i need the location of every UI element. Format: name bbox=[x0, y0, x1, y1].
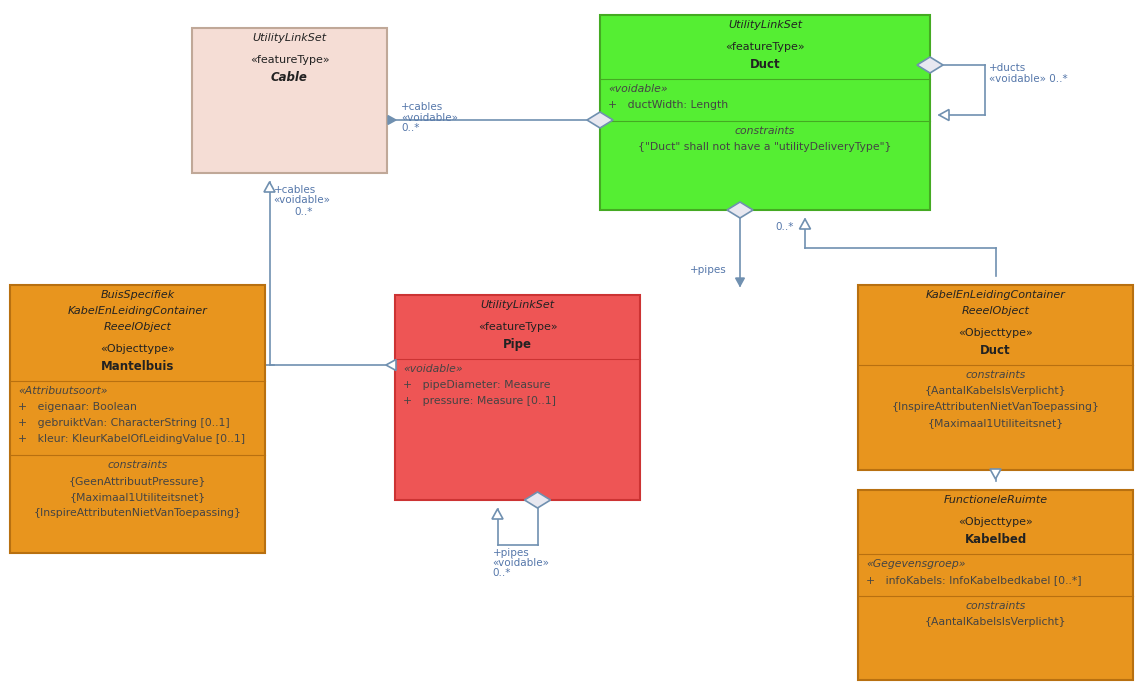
Bar bbox=[192, 28, 387, 173]
Text: KabelEnLeidingContainer: KabelEnLeidingContainer bbox=[68, 306, 208, 316]
Text: +   eigenaar: Boolean: + eigenaar: Boolean bbox=[18, 402, 137, 413]
Text: UtilityLinkSet: UtilityLinkSet bbox=[728, 20, 802, 30]
Bar bbox=[10, 285, 265, 553]
Polygon shape bbox=[492, 509, 503, 519]
Text: 0..*: 0..* bbox=[401, 123, 419, 133]
Text: +cables: +cables bbox=[401, 102, 443, 112]
Text: +ducts: +ducts bbox=[988, 63, 1026, 73]
Text: UtilityLinkSet: UtilityLinkSet bbox=[253, 33, 326, 43]
Polygon shape bbox=[990, 469, 1001, 479]
Text: +   infoKabels: InfoKabelbedkabel [0..*]: + infoKabels: InfoKabelbedkabel [0..*] bbox=[866, 576, 1081, 585]
Text: +   pressure: Measure [0..1]: + pressure: Measure [0..1] bbox=[403, 397, 556, 406]
Text: «Objecttype»: «Objecttype» bbox=[959, 518, 1033, 527]
Text: UtilityLinkSet: UtilityLinkSet bbox=[480, 300, 554, 310]
Text: {GeenAttribuutPressure}: {GeenAttribuutPressure} bbox=[69, 476, 207, 486]
Text: constraints: constraints bbox=[108, 460, 168, 471]
Polygon shape bbox=[736, 278, 744, 286]
Text: «voidable»: «voidable» bbox=[273, 195, 331, 205]
Text: +cables: +cables bbox=[273, 185, 316, 195]
Text: constraints: constraints bbox=[735, 126, 796, 136]
Text: BuisSpecifiek: BuisSpecifiek bbox=[100, 290, 174, 300]
Text: «voidable»: «voidable» bbox=[492, 558, 550, 568]
Text: +pipes: +pipes bbox=[690, 265, 727, 275]
Text: {AantalKabelsIsVerplicht}: {AantalKabelsIsVerplicht} bbox=[925, 617, 1066, 627]
Text: «featureType»: «featureType» bbox=[726, 42, 805, 53]
Bar bbox=[600, 15, 930, 210]
Text: Cable: Cable bbox=[271, 71, 308, 84]
Text: Duct: Duct bbox=[980, 344, 1010, 357]
Text: {"Duct" shall not have a "utilityDeliveryType"}: {"Duct" shall not have a "utilityDeliver… bbox=[638, 142, 892, 153]
Polygon shape bbox=[386, 359, 396, 370]
Text: 0..*: 0..* bbox=[295, 207, 313, 217]
Text: +   pipeDiameter: Measure: + pipeDiameter: Measure bbox=[403, 381, 551, 390]
Text: constraints: constraints bbox=[965, 370, 1025, 381]
Polygon shape bbox=[587, 112, 613, 128]
Text: {InspireAttributenNietVanToepassing}: {InspireAttributenNietVanToepassing} bbox=[892, 402, 1100, 413]
Text: {Maximaal1Utiliteitsnet}: {Maximaal1Utiliteitsnet} bbox=[928, 418, 1063, 428]
Bar bbox=[858, 285, 1133, 470]
Text: Kabelbed: Kabelbed bbox=[964, 533, 1026, 547]
Text: «Objecttype»: «Objecttype» bbox=[959, 328, 1033, 339]
Text: +pipes: +pipes bbox=[492, 548, 529, 558]
Text: 0..*: 0..* bbox=[775, 222, 793, 232]
Text: +   gebruiktVan: CharacterString [0..1]: + gebruiktVan: CharacterString [0..1] bbox=[18, 418, 230, 428]
Text: «featureType»: «featureType» bbox=[249, 55, 329, 66]
Text: ReeelObject: ReeelObject bbox=[103, 322, 171, 332]
Text: «voidable»: «voidable» bbox=[401, 113, 458, 123]
Text: Duct: Duct bbox=[750, 59, 781, 71]
Text: Pipe: Pipe bbox=[503, 339, 532, 352]
Polygon shape bbox=[264, 182, 276, 192]
Text: Mantelbuis: Mantelbuis bbox=[101, 361, 174, 373]
Polygon shape bbox=[525, 492, 551, 508]
Text: «Objecttype»: «Objecttype» bbox=[100, 344, 174, 354]
Text: «voidable» 0..*: «voidable» 0..* bbox=[988, 74, 1068, 84]
Text: {Maximaal1Utiliteitsnet}: {Maximaal1Utiliteitsnet} bbox=[69, 493, 205, 502]
Text: «Gegevensgroep»: «Gegevensgroep» bbox=[866, 560, 965, 569]
Text: KabelEnLeidingContainer: KabelEnLeidingContainer bbox=[925, 290, 1065, 300]
Text: «featureType»: «featureType» bbox=[478, 323, 557, 332]
Bar bbox=[395, 295, 639, 500]
Polygon shape bbox=[727, 202, 753, 218]
Polygon shape bbox=[917, 57, 943, 73]
Polygon shape bbox=[388, 115, 396, 124]
Text: +   kleur: KleurKabelOfLeidingValue [0..1]: + kleur: KleurKabelOfLeidingValue [0..1] bbox=[18, 435, 246, 444]
Bar bbox=[858, 490, 1133, 680]
Text: FunctioneleRuimte: FunctioneleRuimte bbox=[944, 495, 1048, 505]
Polygon shape bbox=[799, 219, 810, 229]
Text: +   ductWidth: Length: + ductWidth: Length bbox=[608, 100, 728, 111]
Text: «voidable»: «voidable» bbox=[608, 84, 668, 95]
Text: ReeelObject: ReeelObject bbox=[962, 306, 1030, 316]
Polygon shape bbox=[939, 109, 949, 120]
Text: «Attribuutsoort»: «Attribuutsoort» bbox=[18, 386, 108, 397]
Text: 0..*: 0..* bbox=[492, 568, 511, 578]
Text: {InspireAttributenNietVanToepassing}: {InspireAttributenNietVanToepassing} bbox=[33, 509, 241, 518]
Text: constraints: constraints bbox=[965, 601, 1025, 612]
Text: «voidable»: «voidable» bbox=[403, 364, 463, 375]
Text: {AantalKabelsIsVerplicht}: {AantalKabelsIsVerplicht} bbox=[925, 386, 1066, 397]
